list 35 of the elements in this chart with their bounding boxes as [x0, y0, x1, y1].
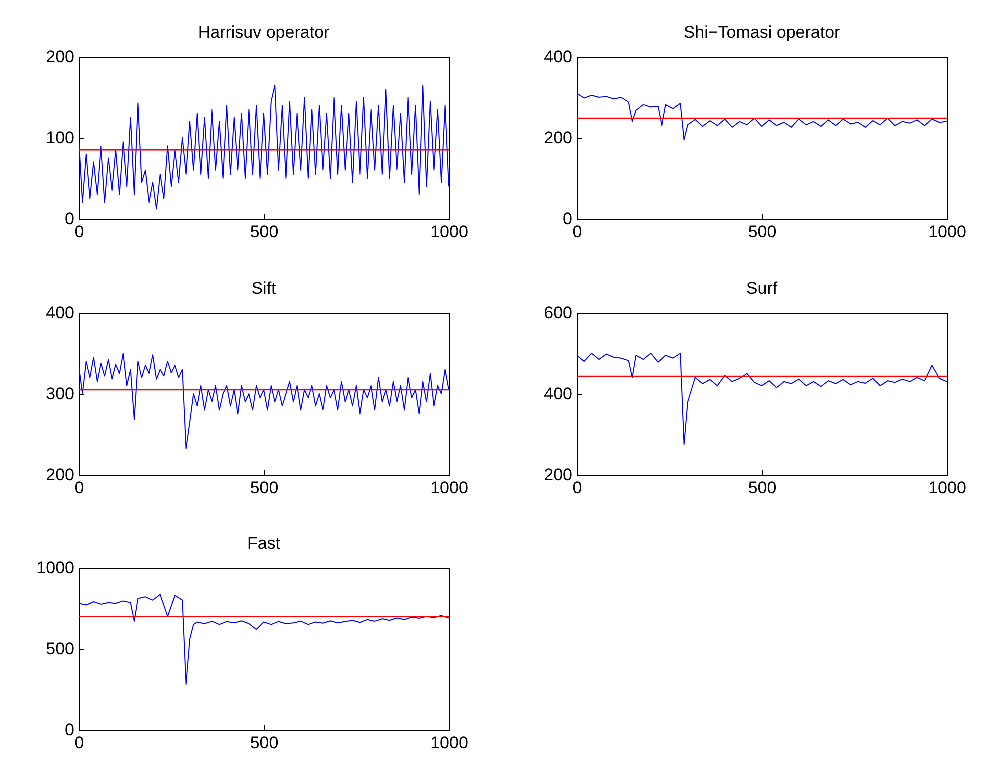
x-tick-label: 1000 — [430, 478, 468, 497]
y-tick-label: 400 — [544, 384, 572, 403]
y-tick-label: 200 — [46, 465, 74, 484]
y-tick-label: 300 — [46, 384, 74, 403]
y-tick-label: 1000 — [36, 558, 74, 578]
x-tick-label: 500 — [250, 222, 279, 242]
chart-title: Surf — [746, 278, 778, 298]
y-tick-label: 200 — [544, 128, 572, 148]
y-tick-label: 600 — [544, 303, 572, 322]
y-tick-label: 400 — [46, 303, 74, 322]
y-tick-label: 0 — [65, 210, 74, 228]
x-tick-label: 500 — [250, 734, 279, 752]
x-tick-label: 1000 — [430, 734, 468, 752]
y-tick-label: 0 — [563, 210, 572, 228]
line-series — [79, 352, 449, 450]
chart-title: Harrisuv operator — [198, 23, 330, 42]
y-tick-label: 200 — [46, 48, 74, 66]
line-series — [79, 84, 449, 210]
y-tick-label: 200 — [544, 465, 572, 484]
chart-title: Shi−Tomasi operator — [684, 23, 841, 42]
x-tick-label: 1000 — [928, 222, 966, 242]
y-tick-label: 500 — [46, 640, 74, 658]
x-tick-label: 1000 — [430, 222, 468, 242]
x-tick-label: 500 — [250, 478, 279, 497]
chart-title: Sift — [252, 278, 277, 298]
line-series — [79, 594, 449, 686]
y-tick-label: 0 — [65, 720, 74, 740]
line-series — [577, 92, 947, 141]
x-tick-label: 500 — [748, 478, 777, 497]
x-tick-label: 500 — [748, 222, 777, 242]
y-tick-label: 400 — [544, 48, 572, 66]
line-series — [577, 352, 947, 445]
y-tick-label: 100 — [46, 128, 74, 148]
x-tick-label: 1000 — [928, 478, 966, 497]
chart-title: Fast — [247, 534, 281, 553]
